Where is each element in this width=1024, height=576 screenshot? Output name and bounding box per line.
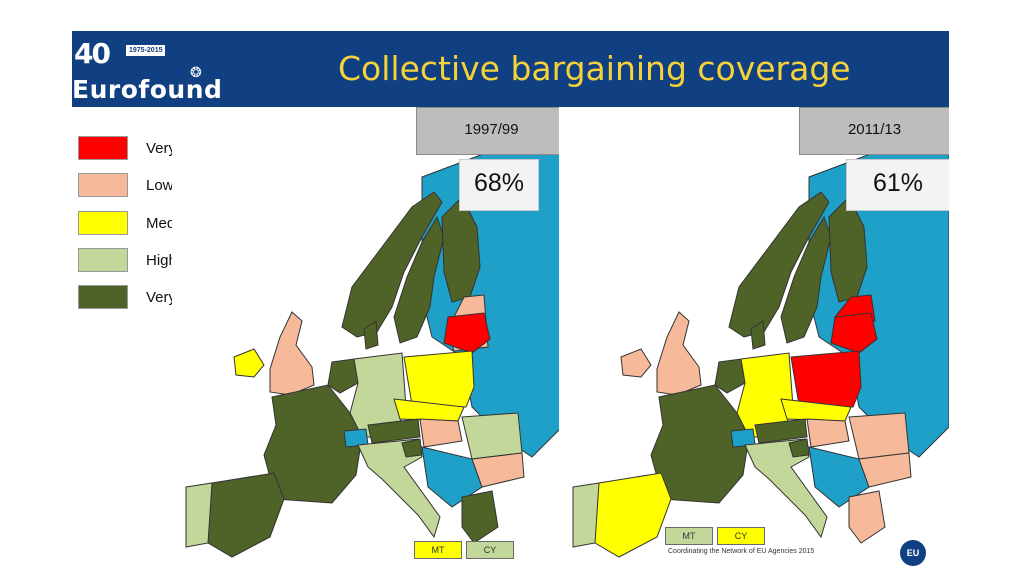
region-slovenia[interactable]: [401, 438, 423, 458]
region-france[interactable]: [650, 384, 750, 504]
europe-map-2011-13: [559, 107, 949, 568]
eurofound-logo[interactable]: 40 1975-2015 ❂ Eurofound: [72, 31, 252, 107]
period-label-1997-99: 1997/99: [416, 107, 562, 155]
map-1997-99: 1997/99 68% MT CY: [172, 107, 562, 568]
footer-text: Coordinating the Network of EU Agencies …: [668, 548, 815, 555]
legend-swatch: [78, 248, 128, 272]
region-benelux[interactable]: [714, 358, 746, 394]
region-baltics[interactable]: [443, 312, 491, 354]
slide-title: Collective bargaining coverage: [338, 49, 851, 88]
coverage-percent-2011-13: 61%: [846, 159, 949, 211]
period-label-2011-13: 2011/13: [799, 107, 949, 155]
region-portugal[interactable]: [572, 482, 600, 548]
map-2011-13: 2011/13 61% MT CY: [559, 107, 949, 568]
region-romania[interactable]: [461, 412, 523, 460]
region-sweden[interactable]: [393, 215, 445, 344]
region-austria[interactable]: [754, 418, 808, 444]
region-austria[interactable]: [367, 418, 421, 444]
logo-years: 1975-2015: [126, 45, 166, 56]
region-bulgaria[interactable]: [471, 452, 525, 488]
legend-swatch: [78, 173, 128, 197]
swirl-icon: ❂: [190, 64, 202, 80]
region-denmark[interactable]: [750, 320, 766, 350]
region-benelux[interactable]: [327, 358, 359, 394]
region-hungary[interactable]: [806, 418, 850, 448]
cyprus-box[interactable]: CY: [717, 527, 765, 545]
region-poland[interactable]: [790, 350, 862, 408]
coverage-percent-1997-99: 68%: [459, 159, 539, 211]
region-france[interactable]: [263, 384, 363, 504]
region-poland[interactable]: [403, 350, 475, 408]
region-uk[interactable]: [269, 311, 315, 396]
region-ireland[interactable]: [233, 348, 265, 378]
region-greece[interactable]: [848, 490, 886, 544]
cyprus-box[interactable]: CY: [466, 541, 514, 559]
header-bar: 40 1975-2015 ❂ Eurofound Collective barg…: [72, 31, 949, 107]
region-greece[interactable]: [461, 490, 499, 544]
legend-swatch: [78, 285, 128, 309]
legend-swatch: [78, 211, 128, 235]
region-romania[interactable]: [848, 412, 910, 460]
region-ireland[interactable]: [620, 348, 652, 378]
region-uk[interactable]: [656, 311, 702, 396]
region-denmark[interactable]: [363, 320, 379, 350]
region-slovenia[interactable]: [788, 438, 810, 458]
region-portugal[interactable]: [185, 482, 213, 548]
eu-agencies-badge[interactable]: EU: [900, 540, 926, 566]
malta-box[interactable]: MT: [414, 541, 462, 559]
malta-box[interactable]: MT: [665, 527, 713, 545]
logo-name: Eurofound: [72, 75, 223, 104]
region-hungary[interactable]: [419, 418, 463, 448]
region-baltics[interactable]: [830, 312, 878, 354]
region-sweden[interactable]: [780, 215, 832, 344]
logo-anniversary-number: 40: [74, 37, 111, 70]
region-bulgaria[interactable]: [858, 452, 912, 488]
legend-swatch: [78, 136, 128, 160]
